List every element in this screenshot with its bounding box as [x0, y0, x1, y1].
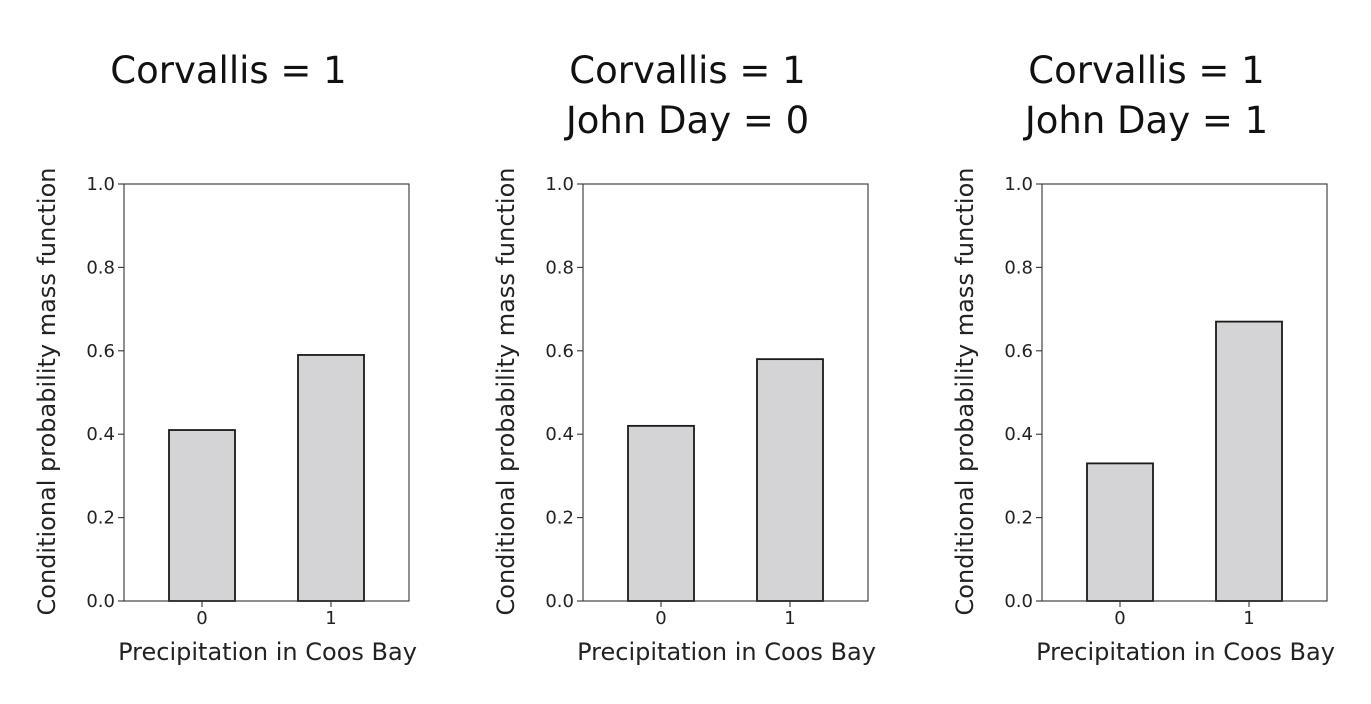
chart-panel-3: Corvallis = 1 John Day = 1 0.0 0.2 0.4 0.6 0…: [918, 0, 1371, 704]
y-tick-label: 0.2: [545, 508, 574, 529]
y-axis-label: Conditional probability mass function: [33, 168, 61, 616]
y-tick-label: 0.6: [86, 341, 115, 362]
bar-0: [168, 429, 236, 602]
x-tick-label: 0: [196, 608, 207, 629]
y-axis-label: Conditional probability mass function: [951, 168, 979, 616]
chart-title-line-1: Corvallis = 1: [1028, 49, 1265, 92]
x-axis-label: Precipitation in Coos Bay: [577, 638, 876, 666]
chart-panel-2: Corvallis = 1 John Day = 0 0.0 0.2 0.4 0.6 0…: [459, 0, 916, 704]
x-tick-label: 1: [325, 608, 336, 629]
chart-title-line-1: Corvallis = 1: [569, 49, 806, 92]
bar-0: [627, 424, 695, 602]
y-tick-label: 0.2: [1004, 508, 1033, 529]
y-axis-label: Conditional probability mass function: [492, 168, 520, 616]
y-tick-label: 1.0: [1004, 174, 1033, 195]
plot-frame: [1041, 183, 1328, 602]
x-axis-label: Precipitation in Coos Bay: [1036, 638, 1335, 666]
y-tick-label: 1.0: [545, 174, 574, 195]
y-tick-label: 0.0: [545, 591, 574, 612]
plot-frame: [123, 183, 410, 602]
y-tick-label: 1.0: [86, 174, 115, 195]
x-tick-label: 1: [784, 608, 795, 629]
bar-0: [1086, 462, 1154, 602]
y-tick-label: 0.6: [545, 341, 574, 362]
bar-chart: 0.0 0.2 0.4 0.6 0.8 1.0 0 1 Precipitation in Coo…: [33, 168, 417, 666]
y-tick-label: 0.4: [545, 424, 574, 445]
plot-frame: [582, 183, 869, 602]
chart-title-line-2: John Day = 1: [1024, 99, 1269, 142]
y-tick-label: 0.8: [1004, 257, 1033, 278]
chart-panel-1: Corvallis = 1 0.0 0.2 0.4 0.6 0.8 1.0 0 1 Precip…: [0, 0, 457, 704]
y-tick-label: 0.0: [86, 591, 115, 612]
y-tick-label: 0.4: [1004, 424, 1033, 445]
bar-1: [1215, 320, 1283, 602]
x-tick-label: 0: [655, 608, 666, 629]
y-tick-label: 0.6: [1004, 341, 1033, 362]
x-tick-label: 0: [1114, 608, 1125, 629]
y-tick-label: 0.0: [1004, 591, 1033, 612]
bar-1: [756, 358, 824, 602]
y-tick-label: 0.2: [86, 508, 115, 529]
chart-title-line-2: John Day = 0: [565, 99, 810, 142]
y-tick-label: 0.8: [545, 257, 574, 278]
y-tick-label: 0.4: [86, 424, 115, 445]
x-axis-label: Precipitation in Coos Bay: [118, 638, 417, 666]
bar-chart: 0.0 0.2 0.4 0.6 0.8 1.0 0 1 Precipitation in Coo…: [951, 168, 1335, 666]
x-tick-label: 1: [1243, 608, 1254, 629]
bar-chart: 0.0 0.2 0.4 0.6 0.8 1.0 0 1 Precipitation in Coo…: [492, 168, 876, 666]
y-tick-label: 0.8: [86, 257, 115, 278]
chart-title-line-1: Corvallis = 1: [110, 49, 347, 92]
bar-1: [297, 354, 365, 602]
